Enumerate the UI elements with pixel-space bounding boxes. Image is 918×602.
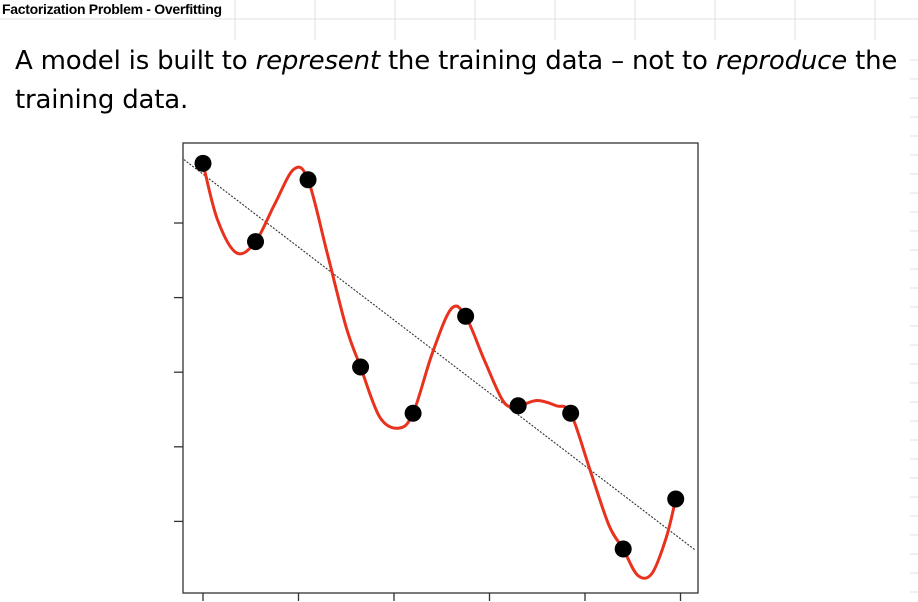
slide-title: Factorization Problem - Overfitting [2, 1, 222, 17]
slide-statement: A model is built to represent the traini… [15, 42, 915, 120]
data-point [404, 404, 422, 422]
trend-line [183, 159, 696, 551]
data-point [457, 307, 475, 325]
statement-part: the training data. [15, 46, 898, 115]
data-point [299, 171, 317, 189]
statement-emphasis-represent: represent [255, 46, 380, 76]
data-point [247, 233, 265, 251]
overfit-curve [201, 161, 678, 580]
data-point [614, 540, 632, 558]
statement-part: A model is built to [15, 46, 256, 76]
data-point [667, 490, 685, 508]
statement-emphasis-reproduce: reproduce [715, 46, 848, 76]
data-point [352, 358, 370, 376]
plot-frame [182, 142, 699, 594]
data-point [562, 404, 580, 422]
data-point [194, 154, 212, 172]
statement-part: the training data – not to [379, 46, 716, 76]
data-point [509, 397, 527, 415]
